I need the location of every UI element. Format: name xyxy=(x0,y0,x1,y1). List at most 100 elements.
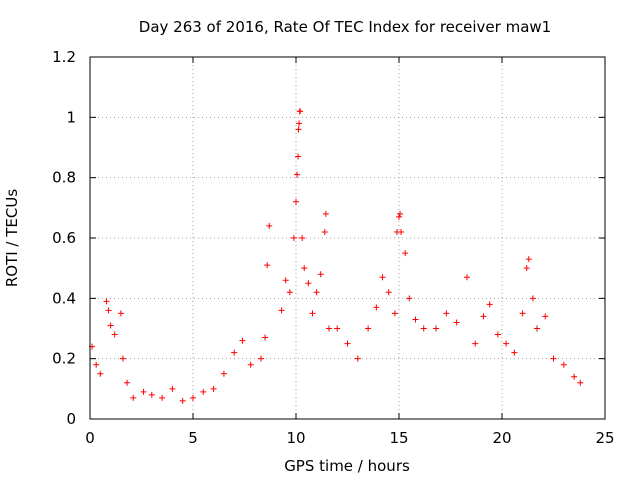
data-point xyxy=(111,331,118,338)
data-point xyxy=(480,313,487,320)
data-point xyxy=(453,319,460,326)
data-point xyxy=(93,361,100,368)
data-point xyxy=(344,340,351,347)
data-point xyxy=(293,198,299,205)
data-point xyxy=(550,355,557,362)
data-point xyxy=(140,388,147,395)
data-point xyxy=(278,307,285,314)
x-axis-label: GPS time / hours xyxy=(284,457,410,475)
data-point xyxy=(117,310,124,317)
data-point xyxy=(190,394,196,401)
x-tick-label: 15 xyxy=(389,429,408,447)
y-axis-label: ROTI / TECUs xyxy=(3,189,21,287)
data-point xyxy=(523,265,530,272)
data-point xyxy=(148,391,155,398)
data-point xyxy=(534,325,541,332)
data-point xyxy=(159,394,166,401)
data-point xyxy=(105,307,112,314)
data-point xyxy=(295,153,302,160)
data-point xyxy=(525,256,532,263)
data-point xyxy=(282,277,289,284)
y-tick-label: 1.2 xyxy=(52,48,76,66)
data-point xyxy=(239,337,246,344)
data-point xyxy=(296,120,303,127)
data-point xyxy=(402,250,409,257)
data-point xyxy=(200,388,207,395)
x-tick-label: 20 xyxy=(492,429,511,447)
data-point xyxy=(295,126,302,133)
y-tick-label: 0.4 xyxy=(52,289,76,307)
data-point xyxy=(266,222,273,229)
data-point xyxy=(379,274,386,281)
data-points xyxy=(89,108,584,404)
y-tick-label: 0.8 xyxy=(52,169,76,187)
data-point xyxy=(322,210,329,217)
data-point xyxy=(542,313,549,320)
data-point xyxy=(494,331,501,338)
data-point xyxy=(317,271,324,278)
data-point xyxy=(179,397,186,404)
data-point xyxy=(560,361,567,368)
data-point xyxy=(286,289,293,296)
data-point xyxy=(325,325,332,332)
data-point xyxy=(406,295,413,302)
data-point xyxy=(412,316,419,323)
y-tick-label: 0 xyxy=(66,410,76,428)
data-point xyxy=(97,370,104,377)
data-point xyxy=(290,235,297,241)
data-point xyxy=(124,379,131,386)
x-tick-label: 5 xyxy=(188,429,198,447)
data-point xyxy=(396,213,402,220)
data-point xyxy=(119,355,126,362)
data-point xyxy=(257,355,264,362)
data-point xyxy=(297,108,304,115)
data-point xyxy=(103,298,110,305)
plot-frame xyxy=(89,56,606,420)
data-point xyxy=(321,228,328,235)
x-tick-label: 0 xyxy=(85,429,95,447)
data-point xyxy=(107,322,114,329)
x-tick-label: 25 xyxy=(595,429,614,447)
y-tick-label: 0.2 xyxy=(52,350,76,368)
data-point xyxy=(169,385,176,392)
data-point xyxy=(519,310,526,317)
data-point xyxy=(220,370,227,377)
data-point xyxy=(443,310,450,317)
data-point xyxy=(373,304,380,311)
data-point xyxy=(231,349,238,356)
data-point xyxy=(313,289,320,296)
data-point xyxy=(130,394,137,401)
data-point xyxy=(299,235,306,241)
data-point xyxy=(301,265,308,272)
data-point xyxy=(463,274,470,281)
data-point xyxy=(305,280,312,287)
data-point xyxy=(433,325,440,332)
axis-tick-labels: 0 5 10 15 20 25 0 0.2 0.4 0.6 0.8 1 1.2 xyxy=(52,48,614,447)
data-point xyxy=(503,340,510,347)
data-point xyxy=(385,289,392,296)
data-point xyxy=(365,325,372,332)
data-point xyxy=(309,310,316,317)
data-point xyxy=(398,228,405,235)
data-point xyxy=(294,171,301,178)
x-tick-label: 10 xyxy=(286,429,305,447)
data-point xyxy=(262,334,269,341)
y-tick-label: 1 xyxy=(66,108,76,126)
y-tick-label: 0.6 xyxy=(52,229,76,247)
data-point xyxy=(210,385,217,392)
data-point xyxy=(391,310,398,317)
data-point xyxy=(472,340,479,347)
data-point xyxy=(264,262,271,269)
chart-title: Day 263 of 2016, Rate Of TEC Index for r… xyxy=(139,18,551,36)
data-point xyxy=(334,325,341,332)
data-point xyxy=(486,301,493,308)
data-point xyxy=(571,373,578,380)
data-point xyxy=(397,210,404,217)
data-point xyxy=(577,379,584,386)
data-point xyxy=(529,295,536,302)
data-point xyxy=(511,349,518,356)
data-point xyxy=(247,361,254,368)
data-point xyxy=(354,355,361,362)
